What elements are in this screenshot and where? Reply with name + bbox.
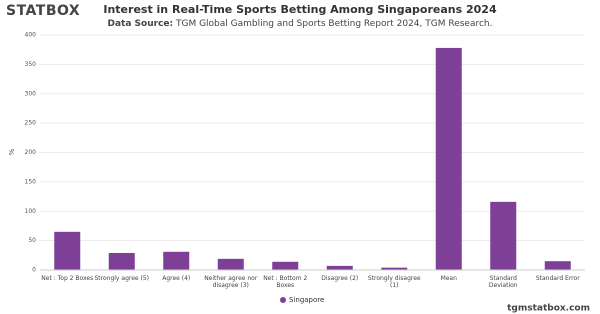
- bar: [435, 47, 462, 270]
- y-tick-label: 150: [25, 178, 37, 185]
- bar: [217, 258, 244, 270]
- x-tick-label: Disagree (2): [321, 275, 359, 282]
- bar: [163, 251, 190, 270]
- bar: [381, 267, 408, 270]
- subtitle-text: TGM Global Gambling and Sports Betting R…: [175, 19, 493, 29]
- y-tick-label: 50: [28, 237, 36, 244]
- y-axis-label: %: [8, 148, 16, 155]
- y-tick-label: 0: [32, 267, 36, 274]
- y-tick-label: 300: [25, 90, 37, 97]
- x-tick-label: Agree (4): [162, 275, 191, 282]
- x-tick-label: Net : Bottom 2 Boxes: [263, 275, 308, 289]
- y-tick-label: 400: [25, 32, 37, 39]
- subtitle-label: Data Source:: [107, 19, 173, 29]
- y-tick-label: 250: [25, 120, 37, 127]
- legend-marker: [280, 297, 286, 303]
- bar: [108, 252, 135, 270]
- y-tick-label: 350: [25, 61, 37, 68]
- y-tick-label: 200: [25, 149, 37, 156]
- y-tick-label: 100: [25, 208, 37, 215]
- x-tick-label: Neither agree nor disagree (3): [204, 275, 258, 289]
- x-tick-label: Strongly disagree (1): [367, 275, 421, 289]
- x-tick-label: Standard Error: [535, 275, 580, 282]
- x-tick-label: Mean: [440, 275, 457, 282]
- bar: [490, 201, 517, 270]
- x-tick-label: Standard Deviation: [488, 275, 518, 289]
- logo: STATBOX: [6, 3, 80, 19]
- bar: [326, 265, 353, 270]
- bar: [272, 261, 299, 270]
- footer: tgmstatbox.com: [507, 304, 590, 314]
- chart-title: Interest in Real-Time Sports Betting Amo…: [103, 3, 497, 16]
- x-tick-label: Strongly agree (5): [94, 275, 149, 282]
- legend-label: Singapore: [289, 296, 324, 304]
- x-tick-label: Net : Top 2 Boxes: [41, 275, 94, 282]
- bar: [544, 261, 571, 270]
- chart-subtitle: Data Source: TGM Global Gambling and Spo…: [107, 19, 492, 29]
- bar: [54, 231, 81, 270]
